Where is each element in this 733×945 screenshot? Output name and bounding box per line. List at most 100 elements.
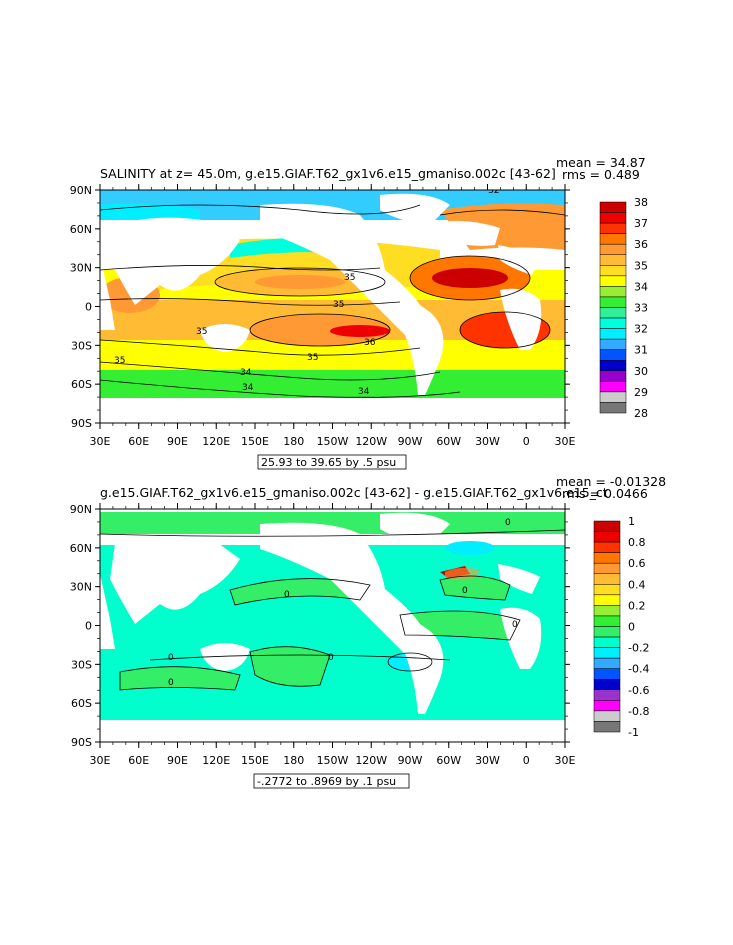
svg-text:0: 0 [462, 586, 468, 596]
lon-tick-label: 60E [128, 435, 149, 448]
colorbar-label: 34 [634, 280, 648, 293]
panel-2-land [100, 512, 542, 714]
lat-tick-label: 30S [71, 658, 92, 671]
colorbar-label: -0.6 [628, 684, 649, 697]
colorbar-label: 0.4 [628, 578, 646, 591]
lat-tick-label: 90S [71, 417, 92, 430]
lat-tick-label: 90S [71, 736, 92, 749]
lon-tick-label: 30E [555, 435, 576, 448]
svg-text:0: 0 [168, 678, 174, 688]
colorbar-swatch [599, 296, 627, 308]
lat-tick-label: 60N [70, 542, 92, 555]
svg-text:35: 35 [114, 356, 125, 366]
svg-text:34: 34 [240, 368, 252, 378]
colorbar-swatch [599, 254, 627, 266]
lon-tick-label: 120W [355, 754, 387, 767]
svg-text:35: 35 [333, 300, 344, 310]
colorbar-swatch [599, 275, 627, 287]
colorbar-swatch [599, 286, 627, 298]
colorbar-label: 35 [634, 259, 648, 272]
colorbar-swatch [593, 584, 621, 596]
colorbar-swatch [599, 381, 627, 393]
lat-tick-label: 60N [70, 223, 92, 236]
colorbar-swatch [593, 700, 621, 712]
colorbar-swatch [593, 562, 621, 575]
colorbar-label: 29 [634, 386, 648, 399]
colorbar-swatch [599, 391, 627, 403]
panel-1-rms: rms = 0.489 [562, 167, 640, 182]
colorbar-label: 37 [634, 217, 648, 230]
panel-2-range-box [253, 773, 410, 789]
panel-2-mean: mean = -0.01328 [556, 474, 666, 489]
svg-text:35: 35 [307, 353, 318, 363]
panel-1-contour-labels: 35 35 35 36 35 34 34 34 35 32 [114, 190, 499, 397]
colorbar-label: 0 [628, 621, 635, 634]
svg-text:34: 34 [358, 387, 370, 397]
svg-text:0: 0 [512, 620, 518, 630]
colorbar-label: 38 [634, 196, 648, 209]
lat-tick-label: 60S [71, 378, 92, 391]
colorbar-swatch [593, 594, 621, 606]
lon-tick-label: 90E [167, 435, 188, 448]
lat-tick-label: 90N [70, 184, 92, 197]
lon-tick-label: 30E [90, 435, 111, 448]
svg-text:0: 0 [328, 653, 334, 663]
panel-2-colorbar: 1 0.8 0.6 0.4 0.2 0 -0.2 -0.4 -0.6 -0.8 -1 [593, 515, 649, 739]
lon-tick-label: 150E [241, 435, 269, 448]
lon-tick-label: 30W [475, 754, 500, 767]
colorbar-swatch [599, 233, 627, 245]
svg-text:35: 35 [196, 327, 207, 337]
panel-2-difference: g.e15.GIAF.T62_gx1v6.e15_gmaniso.002c [4… [70, 474, 666, 789]
panel-1-contours [100, 204, 565, 398]
colorbar-swatch [593, 615, 621, 627]
panel-1-colorbar: 38 37 36 35 34 33 32 31 30 29 28 [599, 196, 648, 420]
colorbar-label: 0.6 [628, 557, 646, 570]
lon-tick-label: 60W [436, 435, 461, 448]
panel-1-axes: 90N 60N 30N 0 30S 60S 90S 30E 60E 90E 120E 150E 180 1… [70, 184, 576, 448]
colorbar-label: -0.8 [628, 705, 649, 718]
colorbar-swatch [599, 201, 627, 213]
colorbar-swatch [593, 520, 621, 532]
panel-2-map: 0 0 0 0 0 0 0 [100, 509, 565, 742]
lon-tick-label: 90W [398, 435, 423, 448]
colorbar-swatch [593, 541, 621, 553]
colorbar-swatch [593, 668, 621, 680]
colorbar-swatch [599, 212, 627, 224]
svg-text:0: 0 [284, 590, 290, 600]
lon-tick-label: 90W [398, 754, 423, 767]
lat-tick-label: 30N [70, 262, 92, 275]
lon-tick-label: 0 [523, 754, 530, 767]
colorbar-swatch [593, 626, 621, 638]
lat-tick-label: 0 [85, 620, 92, 633]
colorbar-label: 28 [634, 407, 648, 420]
colorbar-swatch [599, 317, 627, 329]
colorbar-swatch [599, 338, 627, 350]
lat-tick-label: 60S [71, 697, 92, 710]
colorbar-swatch [593, 647, 621, 659]
panel-2-axes: 90N 60N 30N 0 30S 60S 90S 30E 60E 90E 120E 150E 180 1… [70, 503, 576, 767]
colorbar-swatch [593, 573, 621, 585]
panel-2-rms: rms = 0.0466 [562, 486, 648, 501]
lon-tick-label: 120E [202, 754, 230, 767]
lon-tick-label: 0 [523, 435, 530, 448]
colorbar-swatch [593, 531, 621, 543]
lon-tick-label: 150E [241, 754, 269, 767]
lon-tick-label: 60W [436, 754, 461, 767]
colorbar-label: 0.8 [628, 536, 646, 549]
colorbar-label: 36 [634, 238, 648, 251]
svg-text:36: 36 [364, 338, 376, 348]
colorbar-swatch [599, 307, 627, 319]
panel-2-contour-labels: 0 0 0 0 0 0 0 [168, 518, 518, 688]
panel-1-range-box [257, 454, 407, 470]
panel-2-range: -.2772 to .8969 by .1 psu [257, 775, 396, 788]
lon-tick-label: 150W [317, 435, 349, 448]
colorbar-swatch [593, 721, 621, 733]
svg-text:35: 35 [344, 273, 355, 283]
panel-1-map: 35 35 35 36 35 34 34 34 35 32 [100, 190, 565, 423]
colorbar-swatch [593, 710, 621, 722]
lat-tick-label: 0 [85, 301, 92, 314]
colorbar-swatch [599, 370, 627, 382]
colorbar-swatch [593, 679, 621, 691]
colorbar-label: 30 [634, 365, 648, 378]
